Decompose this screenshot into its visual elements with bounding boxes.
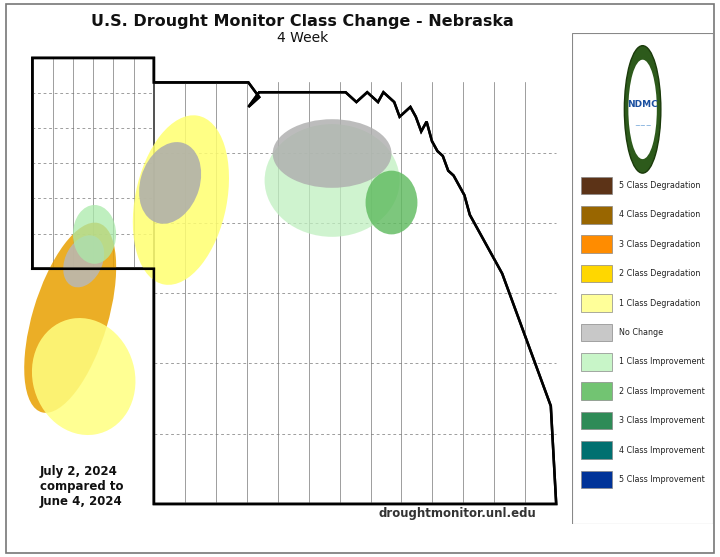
Bar [581,412,612,429]
Text: July 2, 2024
compared to
June 4, 2024: July 2, 2024 compared to June 4, 2024 [40,465,123,508]
Bar [581,294,612,312]
Ellipse shape [265,124,400,237]
Text: 1 Class Improvement: 1 Class Improvement [618,358,704,367]
Text: 5 Class Degradation: 5 Class Degradation [618,181,700,190]
Text: 5 Class Improvement: 5 Class Improvement [618,475,704,484]
Bar [581,324,612,341]
Ellipse shape [32,318,135,435]
Circle shape [624,46,661,173]
Bar [581,265,612,282]
Text: 3 Class Improvement: 3 Class Improvement [618,416,704,425]
Ellipse shape [273,119,392,188]
Ellipse shape [132,115,229,285]
Bar [581,441,612,459]
Text: No Change: No Change [618,328,663,337]
Ellipse shape [73,205,116,264]
Text: 4 Week: 4 Week [276,31,328,45]
FancyBboxPatch shape [572,33,713,524]
Polygon shape [32,58,557,504]
Bar [581,236,612,253]
Ellipse shape [139,142,201,224]
Bar [581,383,612,400]
Text: ~~~: ~~~ [634,124,652,130]
Text: U.S. Drought Monitor Class Change - Nebraska: U.S. Drought Monitor Class Change - Nebr… [91,14,514,29]
Ellipse shape [366,170,418,234]
Text: 3 Class Degradation: 3 Class Degradation [618,240,700,248]
Text: NDMC: NDMC [627,100,658,109]
Bar [581,206,612,223]
Text: 1 Class Degradation: 1 Class Degradation [618,299,700,307]
Text: droughtmonitor.unl.edu: droughtmonitor.unl.edu [379,507,536,520]
Text: 4 Class Degradation: 4 Class Degradation [618,211,700,219]
Bar [581,471,612,488]
Ellipse shape [63,236,104,287]
Text: 4 Class Improvement: 4 Class Improvement [618,446,704,455]
Text: 2 Class Improvement: 2 Class Improvement [618,387,704,395]
Circle shape [629,60,657,159]
Ellipse shape [24,223,116,413]
Text: 2 Class Degradation: 2 Class Degradation [618,269,700,278]
Bar [581,353,612,370]
Bar [581,177,612,194]
